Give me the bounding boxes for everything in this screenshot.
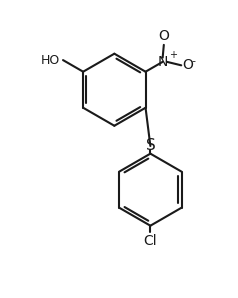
Text: S: S bbox=[145, 139, 155, 153]
Text: N: N bbox=[158, 55, 168, 69]
Text: Cl: Cl bbox=[144, 234, 157, 248]
Text: +: + bbox=[169, 50, 177, 60]
Text: O: O bbox=[182, 58, 193, 72]
Text: HO: HO bbox=[41, 54, 60, 66]
Text: -: - bbox=[191, 56, 195, 66]
Text: O: O bbox=[158, 29, 169, 43]
